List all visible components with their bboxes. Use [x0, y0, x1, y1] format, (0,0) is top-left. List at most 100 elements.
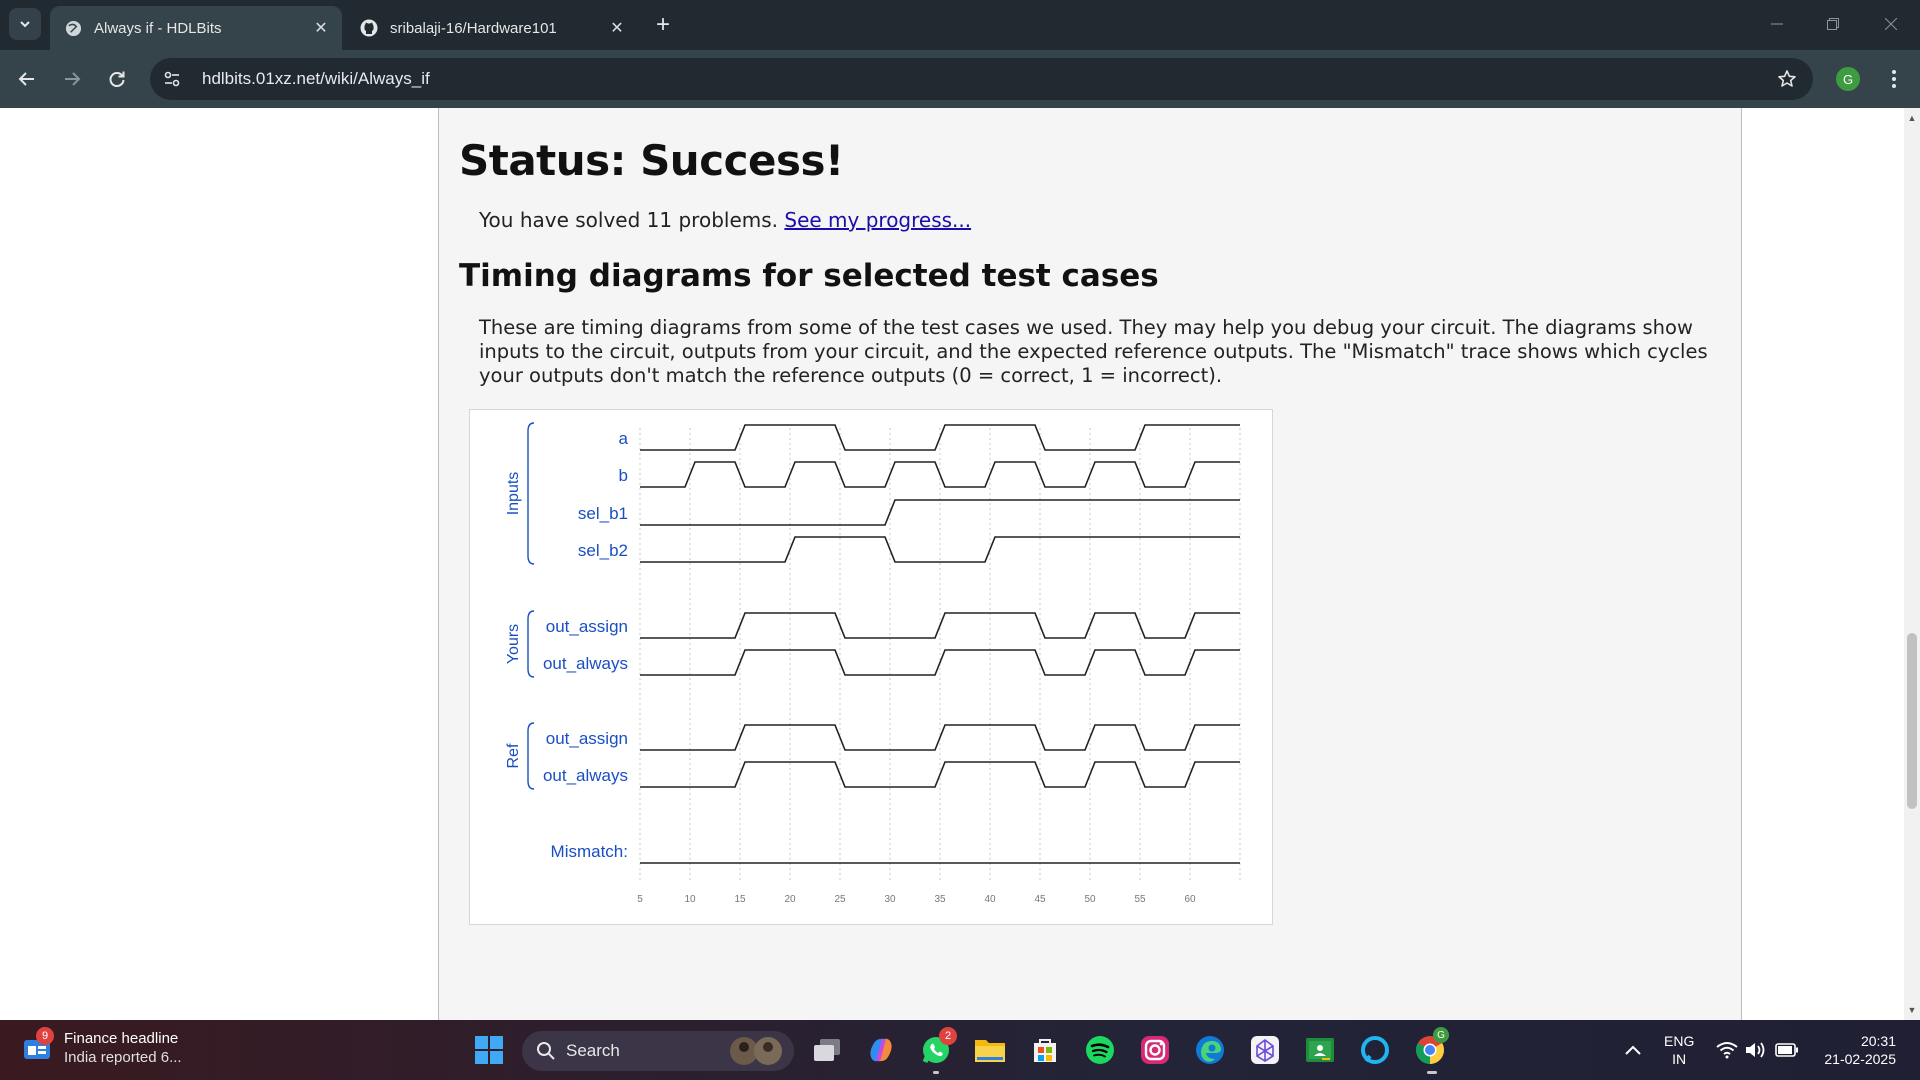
scroll-up-arrow-icon[interactable]: ▲	[1907, 113, 1917, 123]
close-tab-icon[interactable]: ✕	[314, 20, 328, 37]
close-tab-icon[interactable]: ✕	[610, 20, 624, 37]
url-text[interactable]: hdlbits.01xz.net/wiki/Always_if	[202, 69, 430, 88]
waveform-trace	[640, 499, 1240, 526]
tab-hardware101[interactable]: sribalaji-16/Hardware101 ✕	[346, 6, 638, 50]
chrome-profile-badge: G	[1433, 1027, 1449, 1043]
group-label: Ref	[505, 743, 522, 768]
x-tick-label: 35	[934, 894, 946, 905]
browser-toolbar: hdlbits.01xz.net/wiki/Always_if G	[0, 50, 1920, 108]
alexa-app[interactable]	[1358, 1033, 1392, 1067]
page-viewport: Status: Success! You have solved 11 prob…	[0, 108, 1904, 1020]
timing-description: These are timing diagrams from some of t…	[479, 316, 1708, 387]
clock[interactable]: 20:31 21-02-2025	[1816, 1032, 1896, 1068]
search-icon	[537, 1042, 555, 1060]
volume-status[interactable]	[1738, 1033, 1772, 1067]
signal-label: out_always	[543, 766, 628, 785]
windows-logo-icon	[475, 1036, 503, 1064]
chevron-up-icon	[1625, 1045, 1641, 1055]
signal-label: out_assign	[546, 729, 628, 748]
show-hidden-icons-button[interactable]	[1616, 1033, 1650, 1067]
solved-text: You have solved 11 problems.	[479, 208, 779, 232]
running-indicator	[933, 1071, 939, 1074]
alexa-icon	[1361, 1036, 1389, 1064]
clock-date: 21-02-2025	[1824, 1051, 1896, 1067]
spotify-icon	[1086, 1036, 1114, 1064]
news-widget[interactable]: 9 Finance headline India reported 6...	[22, 1027, 182, 1066]
address-bar[interactable]: hdlbits.01xz.net/wiki/Always_if	[150, 58, 1813, 100]
signal-label: b	[619, 466, 628, 485]
news-title: Finance headline	[64, 1030, 179, 1047]
close-icon	[1885, 18, 1897, 30]
back-button[interactable]	[9, 61, 45, 97]
active-indicator	[1427, 1071, 1437, 1074]
whatsapp-app[interactable]: 2	[919, 1027, 957, 1067]
minimize-icon	[1771, 23, 1783, 25]
spotify-app[interactable]	[1083, 1033, 1117, 1067]
progress-link[interactable]: See my progress...	[784, 208, 972, 232]
tab-title: sribalaji-16/Hardware101	[390, 19, 557, 37]
tab-search-button[interactable]	[9, 8, 41, 40]
wifi-status[interactable]	[1710, 1033, 1744, 1067]
new-tab-button[interactable]: +	[655, 11, 670, 38]
x-tick-label: 50	[1084, 894, 1096, 905]
scroll-thumb[interactable]	[1907, 633, 1917, 809]
close-window-button[interactable]	[1866, 6, 1916, 42]
perplexity-icon	[1251, 1036, 1279, 1064]
classroom-icon	[1306, 1038, 1334, 1062]
language-label: ENG	[1664, 1033, 1695, 1049]
x-tick-label: 10	[684, 894, 696, 905]
tab-title: Always if - HDLBits	[94, 19, 222, 37]
x-tick-label: 5	[637, 894, 643, 905]
battery-status[interactable]	[1770, 1033, 1804, 1067]
language-indicator[interactable]: ENG IN	[1664, 1032, 1694, 1068]
x-tick-label: 30	[884, 894, 896, 905]
signal-label: out_always	[543, 654, 628, 673]
waveform-trace	[640, 424, 1240, 451]
x-tick-label: 55	[1134, 894, 1146, 905]
chrome-icon	[1416, 1036, 1444, 1064]
microsoft-store-app[interactable]	[1028, 1033, 1062, 1067]
file-explorer-app[interactable]	[973, 1033, 1007, 1067]
site-info-icon[interactable]	[154, 61, 190, 97]
browser-menu-button[interactable]	[1880, 61, 1908, 97]
news-badge: 9	[36, 1027, 54, 1045]
group-bracket	[527, 422, 535, 565]
speaker-icon	[1746, 1042, 1765, 1058]
perplexity-app[interactable]	[1248, 1033, 1282, 1067]
edge-app[interactable]	[1193, 1033, 1227, 1067]
page-scrollbar[interactable]: ▲ ▼	[1904, 108, 1920, 1020]
signal-label: a	[619, 429, 629, 448]
google-classroom-app[interactable]	[1303, 1033, 1337, 1067]
news-subtitle: India reported 6...	[64, 1049, 182, 1066]
profile-avatar[interactable]: G	[1836, 67, 1860, 91]
tab-always-if[interactable]: Always if - HDLBits ✕	[50, 6, 342, 50]
arrow-right-icon	[65, 72, 81, 86]
task-view-icon	[814, 1039, 840, 1061]
timing-heading: Timing diagrams for selected test cases	[459, 258, 1159, 294]
news-widget-icon: 9	[22, 1027, 54, 1063]
scroll-down-arrow-icon[interactable]: ▼	[1907, 1005, 1917, 1015]
start-button[interactable]	[472, 1033, 506, 1067]
minimize-button[interactable]	[1752, 6, 1802, 42]
restore-button[interactable]	[1808, 6, 1858, 42]
copilot-icon	[870, 1038, 892, 1062]
chevron-down-icon	[20, 21, 30, 28]
reload-button[interactable]	[99, 61, 135, 97]
copilot-app[interactable]	[864, 1033, 898, 1067]
windows-taskbar: 9 Finance headline India reported 6... S…	[0, 1020, 1920, 1080]
status-heading: Status: Success!	[459, 136, 844, 185]
region-label: IN	[1672, 1051, 1687, 1067]
task-view-button[interactable]	[810, 1033, 844, 1067]
search-highlight-image-icon	[730, 1037, 782, 1065]
wifi-icon	[1716, 1042, 1738, 1059]
globe-icon	[64, 19, 82, 37]
chrome-app[interactable]: G	[1413, 1027, 1449, 1067]
taskbar-search[interactable]: Search	[522, 1031, 794, 1071]
instagram-app[interactable]	[1138, 1033, 1172, 1067]
x-tick-label: 45	[1034, 894, 1046, 905]
bookmark-star-icon[interactable]	[1769, 61, 1805, 97]
waveform-trace	[640, 461, 1240, 488]
x-tick-label: 20	[784, 894, 796, 905]
x-tick-label: 15	[734, 894, 746, 905]
forward-button[interactable]	[54, 61, 90, 97]
